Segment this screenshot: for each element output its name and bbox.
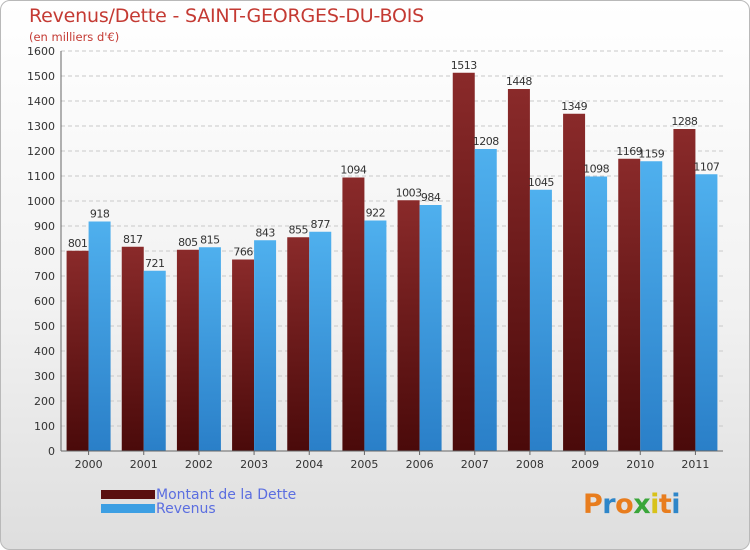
x-tick-label: 2003: [240, 458, 268, 471]
y-tick-label: 1400: [27, 95, 55, 108]
logo-letter: o: [615, 489, 634, 520]
grid-lines: [61, 50, 723, 452]
y-tick-label: 1200: [27, 145, 55, 158]
bar-dette: [176, 249, 199, 451]
bars: [66, 72, 718, 451]
x-tick-label: 2009: [571, 458, 599, 471]
bar-revenus: [695, 174, 718, 451]
legend-label-revenus: Revenus: [156, 501, 216, 517]
y-tick-label: 300: [34, 370, 55, 383]
logo-letter: r: [602, 489, 616, 520]
y-tick-label: 500: [34, 320, 55, 333]
bar-dette: [287, 237, 310, 451]
y-tick-label: 100: [34, 420, 55, 433]
x-tick-label: 2006: [406, 458, 434, 471]
logo-letter: t: [658, 489, 672, 520]
bar-dette: [507, 89, 530, 451]
data-label-dette: 766: [233, 246, 253, 259]
bar-revenus: [364, 220, 387, 451]
y-tick-label: 1300: [27, 120, 55, 133]
chart-title: Revenus/Dette - SAINT-GEORGES-DU-BOIS: [29, 5, 425, 27]
x-tick-label: 2005: [350, 458, 378, 471]
data-label-revenus: 922: [366, 207, 386, 220]
x-tick-label: 2001: [130, 458, 158, 471]
bar-revenus: [529, 189, 552, 451]
x-tick-label: 2004: [295, 458, 323, 471]
bar-revenus: [474, 149, 497, 451]
y-tick-label: 700: [34, 270, 55, 283]
data-label-revenus: 843: [255, 226, 275, 239]
data-label-revenus: 1098: [583, 163, 609, 176]
legend-swatch-revenus: [101, 504, 155, 513]
y-tick-label: 800: [34, 245, 55, 258]
bar-dette: [397, 200, 420, 451]
bar-dette: [563, 113, 586, 451]
bar-revenus: [88, 221, 111, 451]
data-label-revenus: 1208: [473, 135, 499, 148]
data-label-dette: 1513: [451, 59, 477, 72]
bar-dette: [66, 250, 89, 451]
data-label-revenus: 984: [421, 191, 441, 204]
y-tick-label: 400: [34, 345, 55, 358]
bar-revenus: [143, 270, 166, 451]
bar-dette: [232, 259, 255, 451]
y-tick-label: 200: [34, 395, 55, 408]
data-label-dette: 805: [178, 236, 198, 249]
bar-revenus: [254, 240, 277, 451]
y-tick-label: 1600: [27, 45, 55, 58]
x-tick-label: 2010: [626, 458, 654, 471]
y-tick-label: 0: [48, 445, 55, 458]
bar-dette: [618, 158, 641, 451]
bar-dette: [342, 177, 365, 451]
bar-revenus: [419, 205, 442, 451]
bar-dette: [121, 246, 144, 451]
data-label-revenus: 815: [200, 233, 220, 246]
data-label-revenus: 721: [145, 257, 165, 270]
logo-letter: P: [583, 489, 603, 520]
data-label-dette: 1448: [506, 75, 532, 88]
data-label-dette: 1094: [340, 164, 366, 177]
legend-swatch-dette: [101, 490, 155, 499]
x-tick-label: 2008: [516, 458, 544, 471]
bar-revenus: [640, 161, 663, 451]
bar-revenus: [198, 247, 221, 451]
data-label-revenus: 1159: [638, 147, 664, 160]
logo-letter: i: [650, 489, 659, 520]
data-label-revenus: 1107: [693, 160, 719, 173]
data-label-dette: 817: [123, 233, 143, 246]
y-tick-label: 600: [34, 295, 55, 308]
chart-subtitle: (en milliers d'€): [29, 30, 120, 44]
proxiti-logo: Proxiti: [583, 489, 681, 520]
y-tick-label: 1100: [27, 170, 55, 183]
y-tick-label: 900: [34, 220, 55, 233]
x-tick-label: 2000: [75, 458, 103, 471]
y-tick-label: 1500: [27, 70, 55, 83]
data-label-dette: 1169: [616, 145, 642, 158]
bar-revenus: [309, 231, 332, 451]
x-tick-label: 2011: [681, 458, 709, 471]
data-label-revenus: 877: [311, 218, 331, 231]
data-label-dette: 855: [289, 223, 309, 236]
y-tick-label: 1000: [27, 195, 55, 208]
data-label-dette: 1003: [396, 186, 422, 199]
bar-dette: [452, 72, 475, 451]
legend-label-dette: Montant de la Dette: [156, 487, 297, 503]
data-label-revenus: 1045: [528, 176, 554, 189]
x-tick-label: 2007: [461, 458, 489, 471]
logo-letter: x: [633, 489, 651, 520]
data-label-dette: 1288: [671, 115, 697, 128]
bar-revenus: [585, 176, 608, 451]
data-label-dette: 1349: [561, 100, 587, 113]
bar-dette: [673, 129, 696, 451]
data-label-dette: 801: [68, 237, 88, 250]
data-label-revenus: 918: [90, 208, 110, 221]
logo-letter: i: [671, 489, 681, 520]
x-tick-label: 2002: [185, 458, 213, 471]
axes: 0 100 200 300 400 500 600 700 800 900 1000 1100 1200…: [27, 45, 723, 471]
